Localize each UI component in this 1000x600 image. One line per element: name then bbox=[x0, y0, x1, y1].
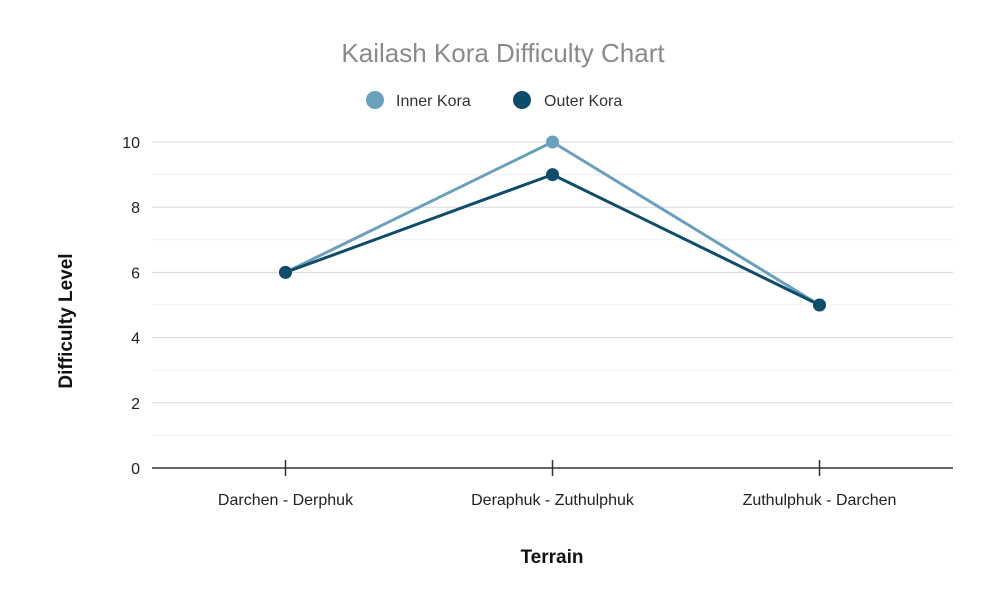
x-axis: Darchen - Derphuk Deraphuk - Zuthulphuk Zu… bbox=[152, 460, 953, 509]
y-tick-label: 4 bbox=[131, 331, 140, 348]
y-tick-label: 2 bbox=[131, 396, 140, 413]
series-line-inner-kora bbox=[284, 140, 821, 307]
y-tick-label: 6 bbox=[131, 265, 140, 282]
legend-item-outer-kora[interactable]: Outer Kora bbox=[513, 91, 622, 110]
data-point-outer-kora[interactable] bbox=[813, 298, 826, 312]
gridlines bbox=[152, 141, 953, 436]
y-tick-label: 8 bbox=[131, 200, 140, 217]
series-points bbox=[279, 135, 826, 312]
series-lines bbox=[284, 140, 821, 307]
legend-marker-outer-kora bbox=[513, 91, 531, 109]
y-axis-title: Difficulty Level bbox=[56, 253, 77, 388]
legend: Inner Kora Outer Kora bbox=[366, 91, 622, 110]
x-tick-label: Zuthulphuk - Darchen bbox=[743, 492, 897, 509]
y-axis-ticks: 0 2 4 6 8 10 bbox=[122, 135, 140, 478]
legend-label-inner-kora: Inner Kora bbox=[396, 93, 471, 110]
x-tick-label: Darchen - Derphuk bbox=[218, 492, 354, 509]
legend-item-inner-kora[interactable]: Inner Kora bbox=[366, 91, 471, 110]
data-point-outer-kora[interactable] bbox=[546, 168, 559, 182]
x-tick-label: Deraphuk - Zuthulphuk bbox=[471, 492, 635, 509]
legend-marker-inner-kora bbox=[366, 91, 384, 109]
y-tick-label: 0 bbox=[131, 461, 140, 478]
legend-label-outer-kora: Outer Kora bbox=[544, 93, 622, 110]
y-tick-label: 10 bbox=[122, 135, 140, 152]
chart-title: Kailash Kora Difficulty Chart bbox=[341, 38, 665, 68]
data-point-outer-kora[interactable] bbox=[279, 265, 292, 279]
x-axis-title: Terrain bbox=[520, 547, 583, 568]
data-point-inner-kora[interactable] bbox=[546, 135, 559, 149]
